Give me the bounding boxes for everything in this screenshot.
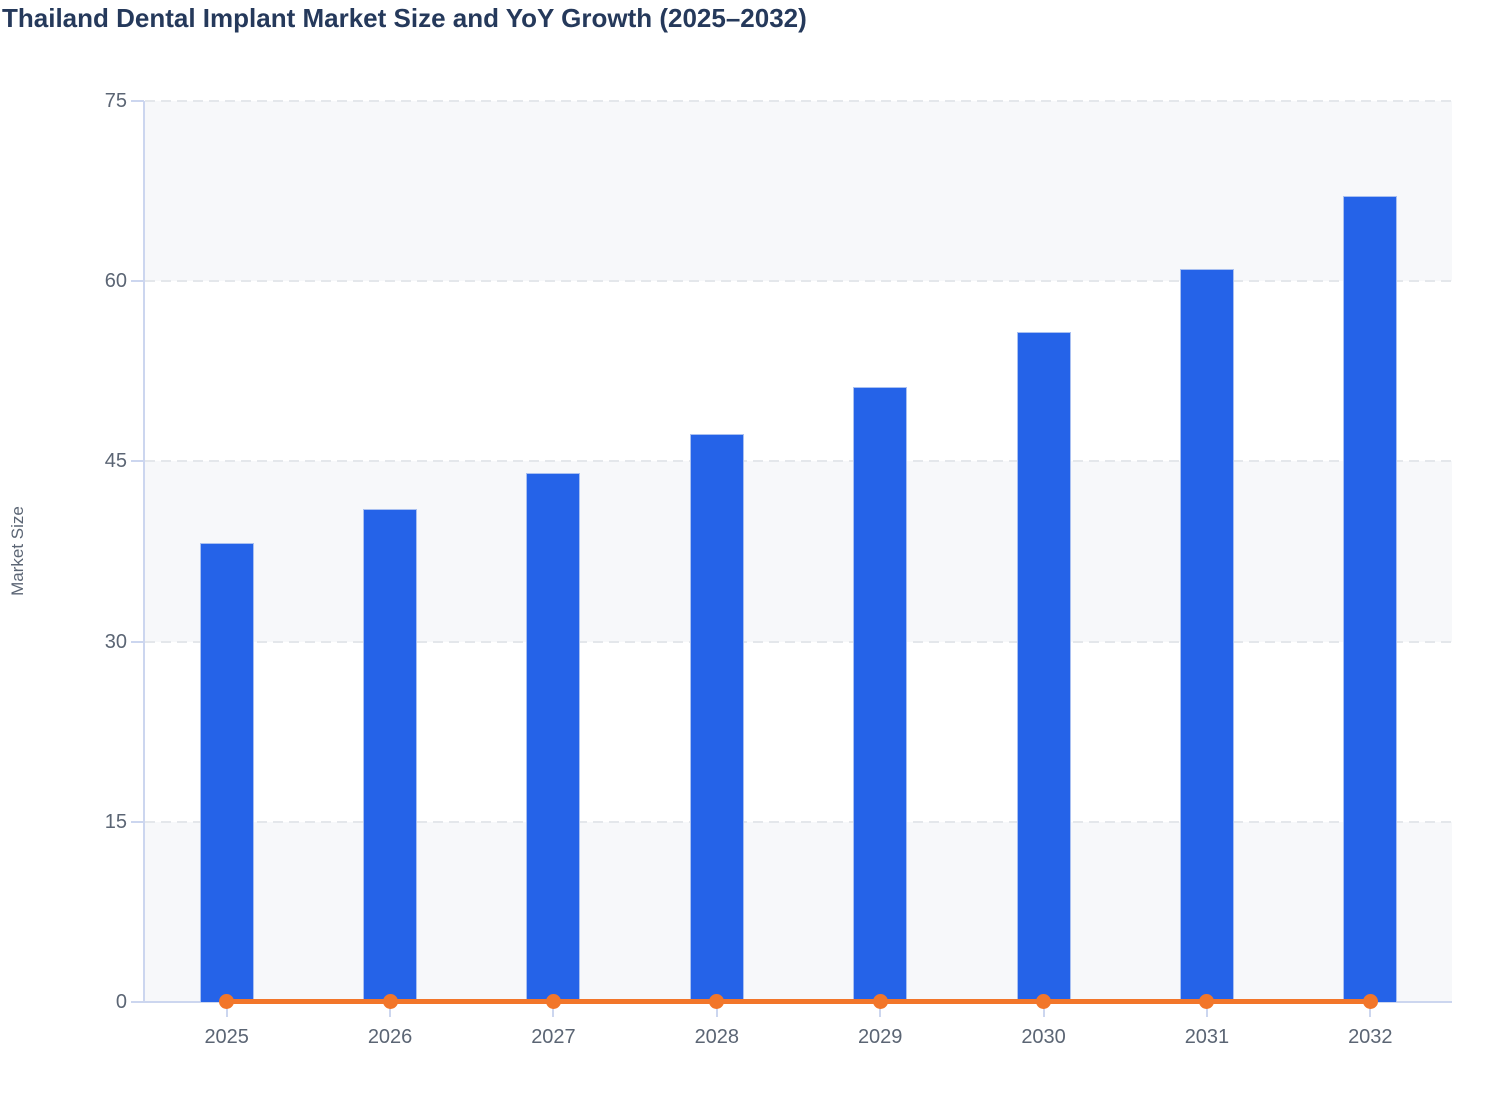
x-axis-label-2032: 2032 xyxy=(1348,1026,1393,1048)
grid-line xyxy=(145,460,1452,463)
yoy-point-2028[interactable] xyxy=(709,994,725,1009)
plot-area xyxy=(131,100,1452,1009)
x-tick-mark xyxy=(1369,1004,1372,1017)
x-tick-mark xyxy=(1042,1004,1045,1017)
x-tick-mark xyxy=(1205,1004,1208,1017)
yoy-point-2026[interactable] xyxy=(382,994,398,1009)
grid-line xyxy=(145,100,1452,102)
x-axis-label-2029: 2029 xyxy=(857,1026,903,1048)
x-axis-label-2025: 2025 xyxy=(204,1026,249,1048)
yoy-point-2032[interactable] xyxy=(1362,994,1378,1009)
y-tick-label: 60 xyxy=(104,270,127,293)
bar-2032[interactable] xyxy=(1343,195,1398,1002)
grid-line xyxy=(145,640,1452,643)
bar-2025[interactable] xyxy=(199,543,254,1002)
plot-band xyxy=(145,461,1452,642)
y-axis-line xyxy=(143,101,145,1002)
plot-band xyxy=(145,821,1452,1002)
grid-line xyxy=(145,280,1452,283)
y-tick-label: 30 xyxy=(104,630,127,653)
plot-band xyxy=(145,101,1452,282)
yoy-point-2031[interactable] xyxy=(1199,994,1215,1009)
y-tick-mark xyxy=(131,100,144,102)
bar-2031[interactable] xyxy=(1179,269,1234,1002)
x-axis-label-2027: 2027 xyxy=(531,1026,576,1048)
x-axis-label-2031: 2031 xyxy=(1184,1026,1230,1048)
x-axis-label-2028: 2028 xyxy=(694,1026,740,1048)
bar-2030[interactable] xyxy=(1016,331,1071,1002)
y-tick-label: 75 xyxy=(104,90,127,112)
y-axis-title: Market Size xyxy=(8,506,27,596)
yoy-point-2025[interactable] xyxy=(219,994,235,1009)
chart-title: Thailand Dental Implant Market Size and … xyxy=(2,3,807,33)
yoy-point-2029[interactable] xyxy=(872,994,888,1009)
y-tick-mark xyxy=(131,280,144,283)
x-tick-mark xyxy=(715,1004,718,1017)
x-tick-mark xyxy=(552,1004,555,1017)
yoy-point-2027[interactable] xyxy=(545,994,561,1009)
bar-2026[interactable] xyxy=(363,509,418,1002)
bar-2029[interactable] xyxy=(853,386,908,1002)
y-tick-mark xyxy=(131,460,144,463)
x-tick-mark xyxy=(879,1004,882,1017)
yoy-point-2030[interactable] xyxy=(1036,994,1052,1009)
y-tick-mark xyxy=(131,640,144,643)
bar-2027[interactable] xyxy=(526,473,581,1002)
x-axis-label-2026: 2026 xyxy=(367,1026,413,1048)
bar-2028[interactable] xyxy=(689,433,744,1002)
y-tick-label: 45 xyxy=(104,450,127,473)
x-tick-mark xyxy=(225,1004,228,1017)
x-axis-label-2030: 2030 xyxy=(1021,1026,1066,1048)
grid-line xyxy=(145,820,1452,823)
y-tick-mark xyxy=(131,820,144,823)
y-tick-label: 0 xyxy=(115,991,127,1013)
x-tick-mark xyxy=(389,1004,392,1017)
yoy-growth-line[interactable] xyxy=(226,999,1371,1004)
y-tick-label: 15 xyxy=(104,810,127,833)
